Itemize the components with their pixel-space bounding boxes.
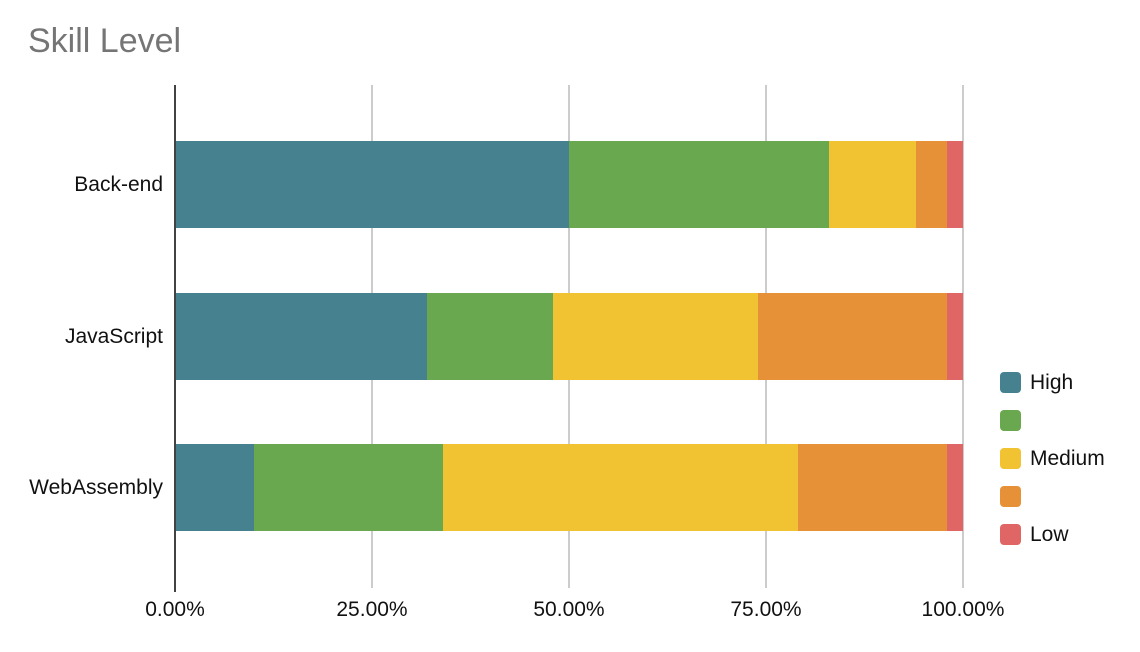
bar-segment-series-0-high bbox=[175, 444, 254, 531]
legend-label: High bbox=[1030, 370, 1074, 394]
bar-back-end bbox=[175, 141, 963, 228]
bar-segment-series-4-low bbox=[947, 293, 963, 380]
legend-item-1 bbox=[1000, 410, 1105, 431]
legend-label: Medium bbox=[1030, 446, 1105, 470]
y-axis-line bbox=[174, 85, 176, 592]
bar-segment-series-0-high bbox=[175, 141, 569, 228]
legend-swatch-icon bbox=[1000, 486, 1021, 507]
bar-segment-series-2-medium bbox=[553, 293, 759, 380]
x-tick-label: 0.00% bbox=[145, 598, 205, 621]
x-tick-label: 75.00% bbox=[730, 598, 802, 621]
bar-segment-series-2-medium bbox=[442, 444, 798, 531]
legend-swatch-icon bbox=[1000, 524, 1021, 545]
x-tick-label: 50.00% bbox=[533, 598, 605, 621]
legend-item-0-high: High bbox=[1000, 370, 1105, 394]
legend-label: Low bbox=[1030, 522, 1069, 546]
bar-javascript bbox=[175, 293, 963, 380]
y-category-label: JavaScript bbox=[64, 325, 163, 348]
y-category-label: WebAssembly bbox=[29, 476, 163, 499]
bar-segment-series-1 bbox=[427, 293, 554, 380]
x-tick-label: 25.00% bbox=[336, 598, 408, 621]
bar-segment-series-4-low bbox=[947, 444, 963, 531]
legend: High Medium Low bbox=[1000, 370, 1105, 546]
bar-segment-series-3 bbox=[797, 444, 948, 531]
bar-webassembly bbox=[175, 444, 963, 531]
legend-swatch-icon bbox=[1000, 410, 1021, 431]
bar-segment-series-1 bbox=[569, 141, 830, 228]
x-tick-label: 100.00% bbox=[921, 598, 1005, 621]
legend-item-3 bbox=[1000, 486, 1105, 507]
y-category-label: Back-end bbox=[74, 173, 163, 196]
bar-segment-series-2-medium bbox=[829, 141, 916, 228]
legend-item-2-medium: Medium bbox=[1000, 446, 1105, 470]
bar-segment-series-4-low bbox=[947, 141, 963, 228]
bar-segment-series-3 bbox=[758, 293, 948, 380]
legend-swatch-icon bbox=[1000, 372, 1021, 393]
gridline-100.00% bbox=[962, 85, 964, 588]
legend-swatch-icon bbox=[1000, 448, 1021, 469]
chart-title: Skill Level bbox=[28, 22, 182, 60]
legend-item-4-low: Low bbox=[1000, 522, 1105, 546]
bar-segment-series-0-high bbox=[175, 293, 428, 380]
plot-area bbox=[174, 85, 964, 592]
bar-segment-series-3 bbox=[915, 141, 948, 228]
bar-segment-series-1 bbox=[253, 444, 443, 531]
